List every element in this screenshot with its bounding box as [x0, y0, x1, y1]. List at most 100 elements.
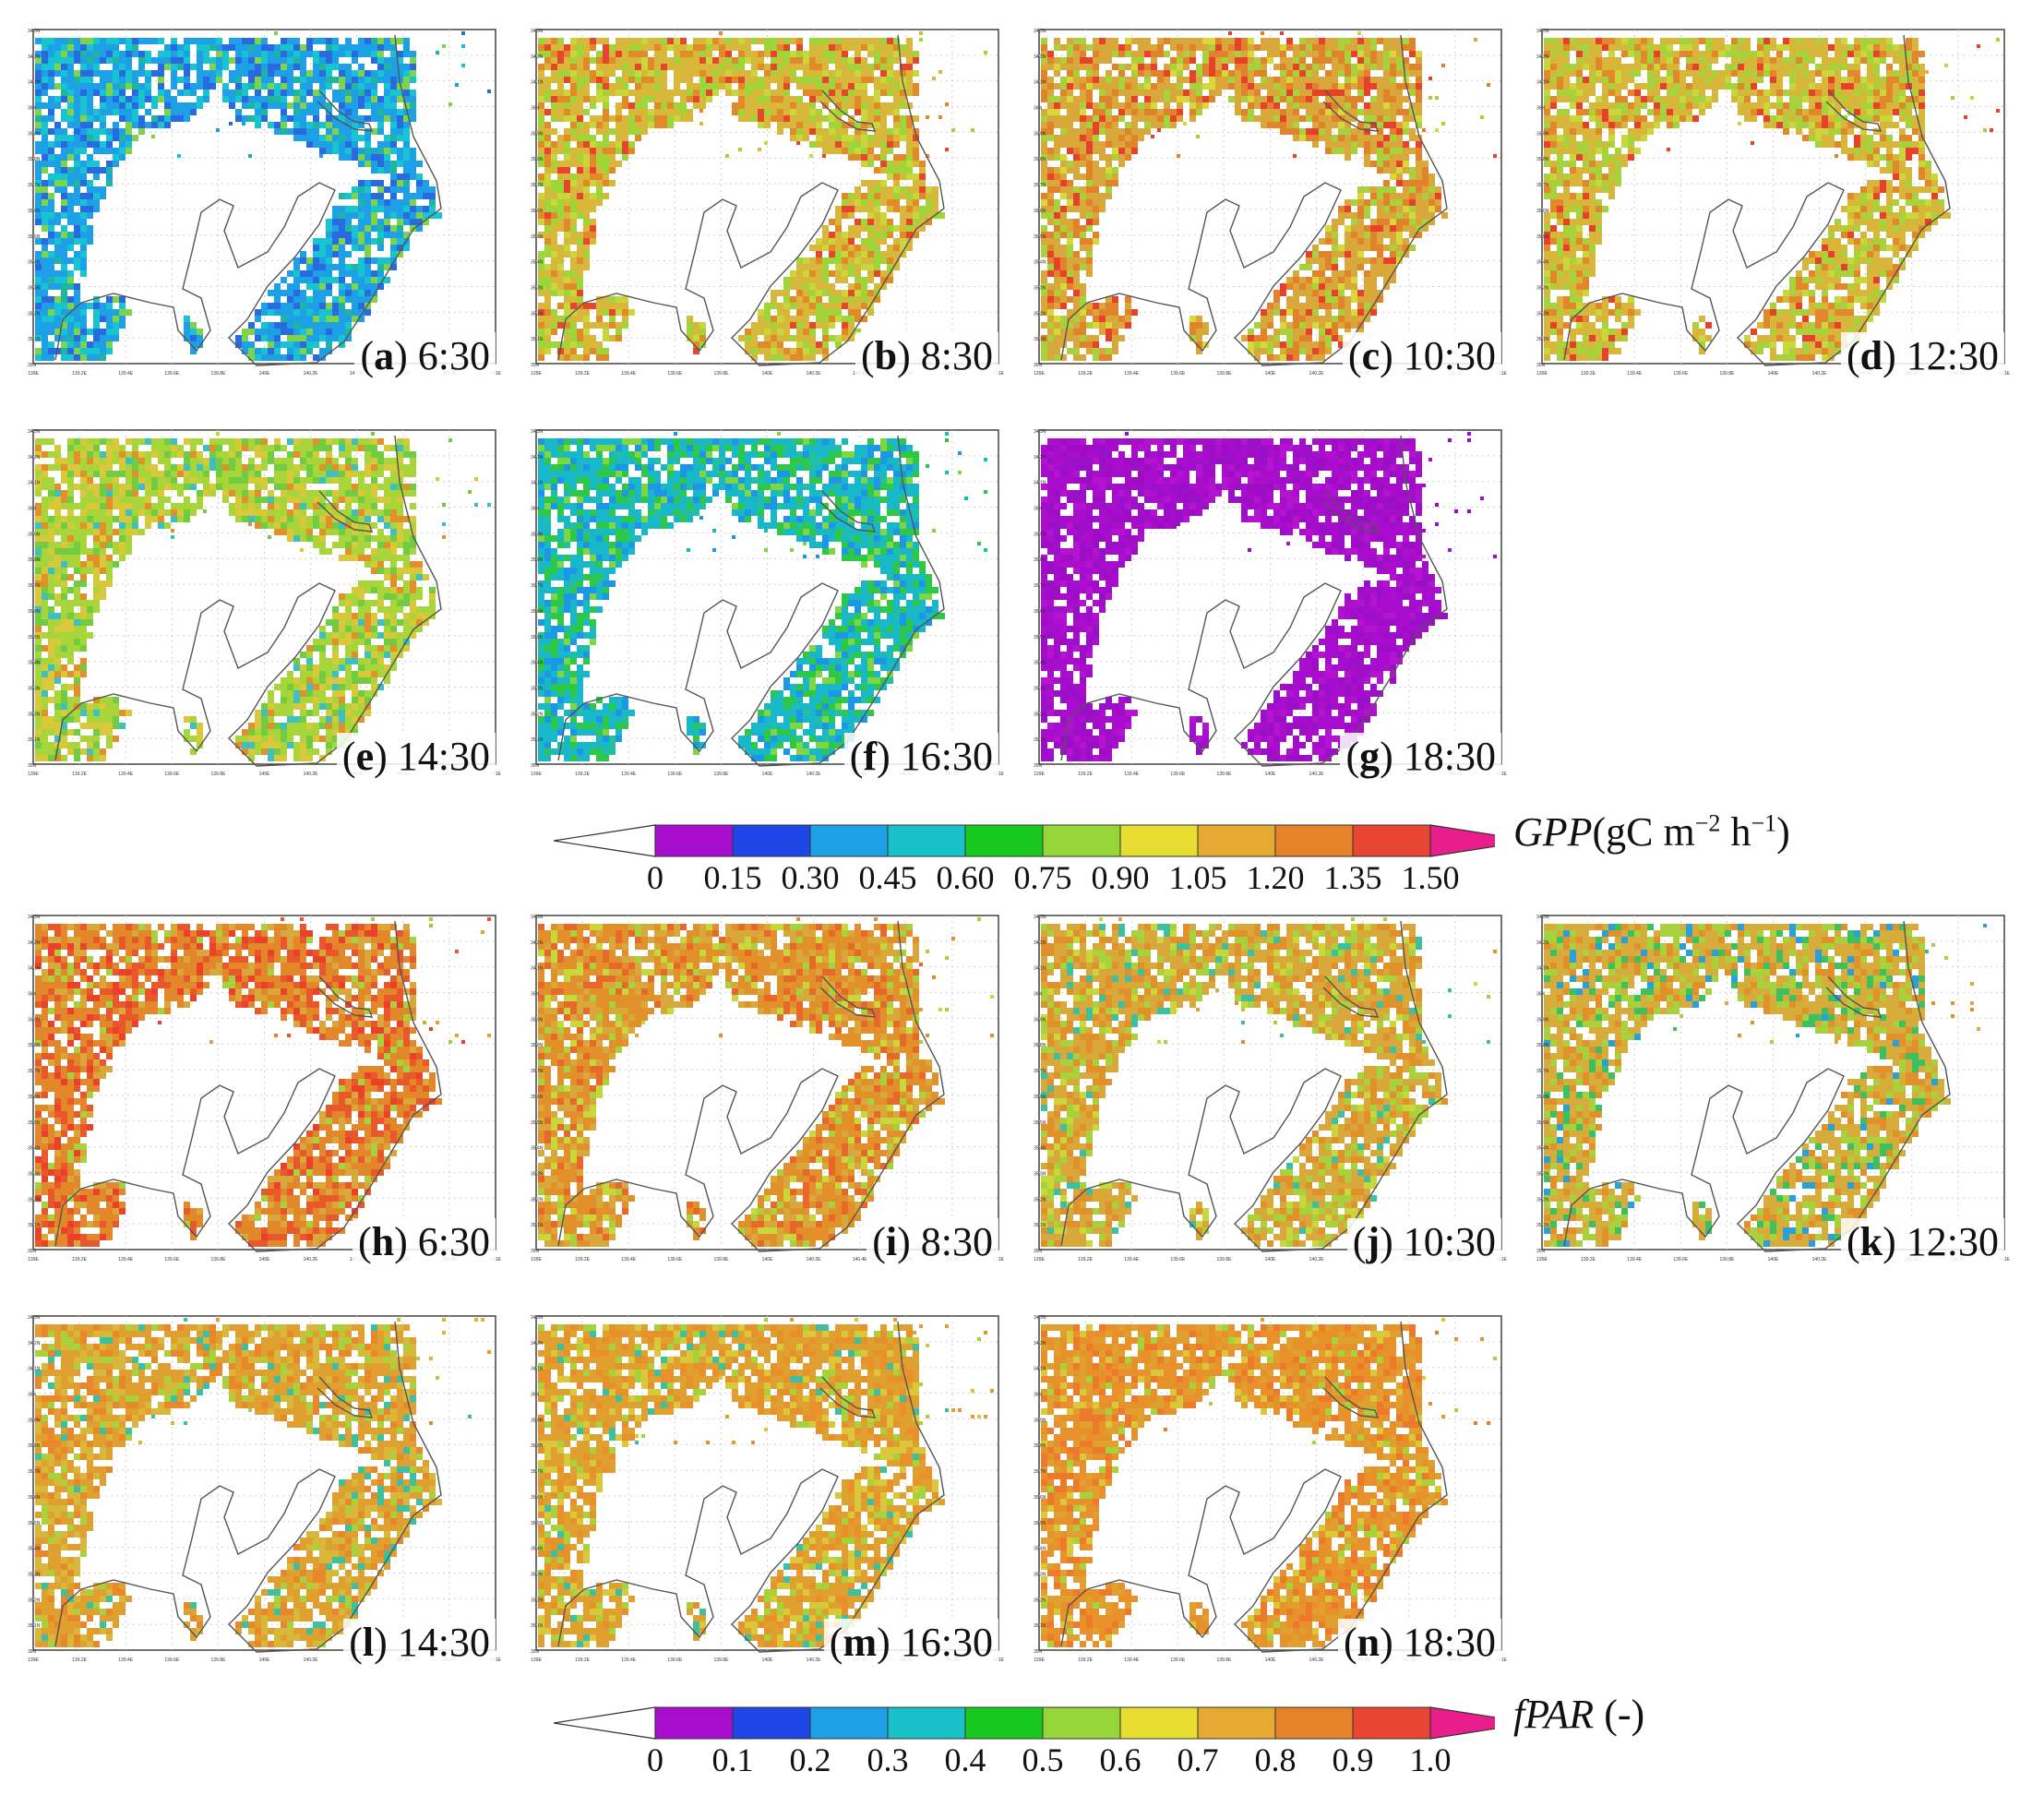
lat-tick-label: 35.5N — [1536, 1120, 1549, 1126]
unit: (-) — [1594, 1692, 1644, 1737]
lat-tick-label: 34.2N — [28, 54, 41, 60]
lat-tick-label: 35.4N — [1034, 1146, 1046, 1152]
lon-tick-label: 139.4E — [1124, 371, 1140, 377]
lat-tick-label: 35.1N — [28, 1623, 41, 1629]
lon-tick-label: 139.2E — [72, 1257, 88, 1263]
lon-tick-label: 139E — [28, 772, 39, 777]
lat-tick-label: 35.2N — [28, 712, 41, 717]
panel-time: 18:30 — [1404, 1620, 1496, 1665]
colorbar-tick-label: 0.4 — [945, 1741, 986, 1779]
lon-tick-label: 139.8E — [1216, 1657, 1232, 1663]
lat-tick-label: 35.8N — [531, 1443, 544, 1449]
lat-tick-label: 35.6N — [1034, 1495, 1046, 1501]
lat-tick-label: 35.9N — [28, 1017, 41, 1023]
lat-tick-label: 35.4N — [28, 260, 41, 266]
lon-tick-label: 140.2E — [807, 1257, 822, 1263]
lat-tick-label: 34.1N — [531, 1367, 544, 1372]
lon-tick-label: 139.8E — [713, 772, 729, 777]
lon-tick-label: 139.4E — [1124, 1657, 1140, 1663]
colorbar-tick-label: 0.60 — [937, 858, 995, 897]
lon-tick-label: 139E — [1034, 1657, 1045, 1663]
panel-label: (m) 16:30 — [824, 1619, 998, 1667]
lat-tick-label: 35.6N — [531, 209, 544, 214]
lat-tick-label: 35.7N — [1034, 583, 1046, 589]
lat-tick-label: 34.2N — [531, 54, 544, 60]
lon-tick-label: 139.8E — [210, 1257, 226, 1263]
lat-tick-label: 35.1N — [1536, 1223, 1549, 1228]
lat-tick-label: 35.7N — [531, 183, 544, 188]
lon-tick-label: 139.6E — [164, 1257, 180, 1263]
lat-tick-label: 34.3N — [28, 915, 41, 920]
lat-tick-label: 34.3N — [1536, 29, 1549, 34]
lat-tick-label: 34.3N — [531, 429, 544, 435]
lat-tick-label: 36N — [28, 507, 37, 512]
lat-tick-label: 35.3N — [28, 686, 41, 691]
lat-tick-label: 35.4N — [531, 260, 544, 266]
lat-tick-label: 35.6N — [1536, 1095, 1549, 1100]
panel-letter: j — [1366, 1219, 1380, 1264]
lon-tick-label: 139.2E — [1581, 1257, 1596, 1263]
lat-tick-label: 35.9N — [28, 131, 41, 137]
panel-letter: c — [1362, 333, 1381, 378]
lat-tick-label: 35.4N — [28, 1146, 41, 1152]
colorbar-tick-label: 0.75 — [1014, 858, 1072, 897]
lat-tick-label: 34.3N — [28, 29, 41, 34]
colorbar-segment — [888, 825, 965, 856]
lat-tick-label: 35.7N — [1034, 183, 1046, 188]
lat-tick-label: 36N — [1034, 106, 1043, 112]
lon-tick-label: 139.8E — [1216, 371, 1232, 377]
lon-tick-label: 139.8E — [210, 772, 226, 777]
lon-tick-label: 139.2E — [575, 772, 591, 777]
colorbar-segment — [1198, 1707, 1275, 1739]
lat-tick-label: 35.8N — [531, 557, 544, 563]
lat-tick-label: 34.1N — [1034, 966, 1046, 972]
lat-tick-label: 34.3N — [28, 1315, 41, 1321]
lat-tick-label: 35.4N — [28, 1547, 41, 1552]
panel-time: 12:30 — [1907, 1219, 1999, 1264]
lon-tick-label: 139.2E — [1078, 1657, 1094, 1663]
panel-label: (j) 10:30 — [1347, 1218, 1501, 1266]
lat-tick-label: 35N — [1536, 363, 1546, 368]
lat-tick-label: 35.9N — [1034, 1017, 1046, 1023]
lon-tick-label: 139.6E — [164, 371, 180, 377]
panel-letter: n — [1357, 1620, 1380, 1665]
lat-tick-label: 34.2N — [531, 1341, 544, 1346]
lon-tick-label: 139.6E — [1673, 1257, 1689, 1263]
colorbar-ramp — [554, 823, 1495, 860]
lon-tick-label: 139.8E — [1719, 371, 1735, 377]
colorbar-tick-label: 0.15 — [704, 858, 762, 897]
lat-tick-label: 35.3N — [28, 285, 41, 291]
lat-tick-label: 35.4N — [1034, 661, 1046, 666]
panel-letter: e — [356, 734, 375, 779]
lat-tick-label: 35.4N — [1536, 1146, 1549, 1152]
lat-tick-label: 35.6N — [1034, 1095, 1046, 1100]
lat-tick-label: 34.2N — [531, 940, 544, 946]
panel-letter: m — [843, 1620, 877, 1665]
colorbar-tick-label: 0 — [647, 1741, 663, 1779]
lat-tick-label: 34.3N — [531, 29, 544, 34]
lon-tick-label: 139E — [531, 371, 542, 377]
lon-tick-label: 139.4E — [1627, 1257, 1643, 1263]
colorbar-title: fPAR (-) — [1513, 1691, 1644, 1738]
colorbar-tick-label: 0.45 — [859, 858, 917, 897]
lat-tick-label: 35.3N — [1034, 1171, 1046, 1177]
lat-tick-label: 35.7N — [1536, 183, 1549, 188]
lat-tick-label: 34.1N — [531, 966, 544, 972]
colorbar-tick-label: 0.3 — [867, 1741, 909, 1779]
lon-tick-label: 139.2E — [1078, 772, 1094, 777]
colorbar-segment — [1043, 825, 1120, 856]
lat-tick-label: 35.2N — [531, 311, 544, 317]
lat-tick-label: 35.9N — [1536, 1017, 1549, 1023]
lon-tick-label: 139.8E — [1719, 1257, 1735, 1263]
panel-time: 8:30 — [921, 1219, 993, 1264]
lat-tick-label: 35N — [1034, 363, 1043, 368]
lat-tick-label: 35.5N — [531, 1521, 544, 1526]
lat-tick-label: 35N — [1536, 1249, 1546, 1254]
unit-exponent: −2 — [1695, 809, 1721, 836]
panel-time: 6:30 — [418, 333, 490, 378]
